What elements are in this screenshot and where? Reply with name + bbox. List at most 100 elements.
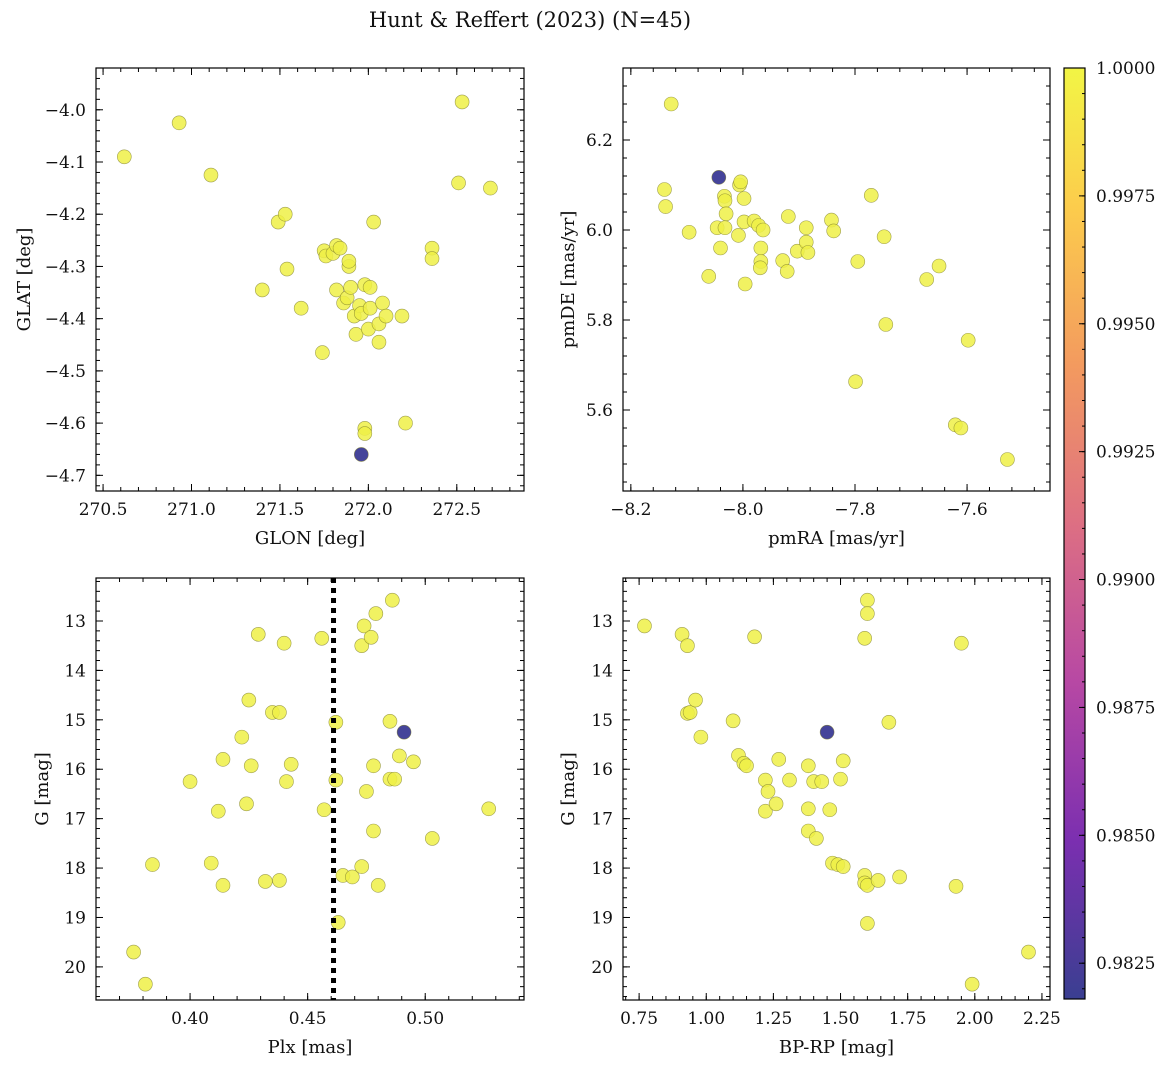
data-point (481, 801, 497, 817)
data-point (860, 606, 875, 621)
data-point (736, 191, 752, 206)
x-tick-label: 2.25 (1023, 1009, 1061, 1029)
data-point (826, 223, 841, 239)
y-tick-label: 14 (591, 661, 613, 681)
data-point (234, 729, 250, 745)
data-point (138, 976, 153, 992)
data-point (276, 635, 292, 651)
data-point (283, 756, 299, 772)
x-axis-label: Plx [mas] (268, 1037, 353, 1058)
data-point (801, 758, 816, 774)
data-point (964, 976, 980, 992)
colorbar-tick-label: 1.0000 (1096, 59, 1155, 79)
x-tick-label: 271.0 (167, 500, 216, 520)
data-point (892, 869, 907, 885)
data-point (948, 879, 964, 894)
colorbar-gradient (1064, 68, 1085, 999)
data-point (182, 774, 198, 789)
panel-frame (622, 577, 1051, 1001)
y-tick-label: −4.5 (45, 362, 86, 382)
y-tick-label: −4.1 (45, 153, 86, 173)
data-point (658, 199, 673, 214)
y-tick-label: 13 (591, 612, 613, 632)
data-point (210, 803, 226, 819)
data-point (203, 167, 219, 183)
data-point (171, 115, 187, 131)
data-point (424, 831, 440, 846)
x-tick-label: 1.75 (889, 1009, 927, 1029)
x-tick-label: 1.50 (822, 1009, 860, 1029)
y-tick-label: 18 (591, 859, 613, 879)
data-point (215, 752, 231, 767)
data-point (279, 774, 294, 789)
x-tick-label: 0.50 (406, 1009, 444, 1029)
data-point (1021, 944, 1036, 960)
data-point (701, 269, 717, 284)
data-point (747, 629, 762, 645)
colorbar-tick-label: 0.9900 (1096, 571, 1155, 591)
data-point (258, 874, 273, 889)
y-tick-label: 17 (591, 810, 613, 830)
y-tick-label: 16 (591, 760, 613, 780)
data-point (354, 638, 370, 653)
data-point (718, 206, 734, 222)
colorbar-tick-label: 0.9825 (1096, 954, 1155, 974)
data-point (863, 188, 879, 203)
data-point (366, 823, 381, 839)
data-point (800, 245, 816, 260)
x-tick-label: 0.45 (289, 1009, 327, 1029)
y-tick-label: 20 (591, 958, 613, 978)
data-point (378, 308, 394, 324)
outlier-point (396, 724, 412, 740)
x-axis-label: GLON [deg] (255, 528, 365, 549)
data-point (385, 592, 400, 608)
y-tick-label: 19 (64, 908, 86, 928)
x-tick-label: −8.2 (610, 500, 651, 520)
data-point (145, 857, 160, 872)
data-point (272, 873, 287, 888)
data-point (314, 630, 330, 646)
data-point (362, 300, 378, 316)
data-point (366, 214, 381, 230)
data-point (782, 772, 797, 788)
outlier-point (353, 447, 369, 462)
data-point (752, 260, 768, 276)
data-point (954, 635, 969, 651)
data-point (126, 944, 141, 960)
data-point (363, 629, 379, 645)
outlier-point (711, 170, 727, 185)
colorbar-tick-label: 0.9950 (1096, 315, 1155, 335)
panel-frame (95, 577, 525, 1001)
data-point (329, 282, 344, 298)
panel-glon-glat: 270.5 271.0 271.5 272.0 272.5 −4.7 −4.6 −4.5 −4.… (14, 67, 525, 549)
data-point (953, 420, 969, 436)
data-point (345, 869, 360, 885)
data-point (835, 753, 851, 769)
data-point (733, 174, 748, 190)
data-point (272, 705, 287, 720)
data-point (919, 272, 935, 287)
data-point (424, 251, 440, 266)
data-point (254, 282, 270, 298)
data-point (768, 796, 784, 812)
data-point (833, 771, 848, 787)
data-point (116, 149, 132, 165)
x-tick-label: 272.5 (432, 500, 481, 520)
y-tick-label: 16 (64, 760, 86, 780)
data-point (814, 774, 830, 789)
data-point (798, 220, 814, 236)
y-tick-label: −4.4 (45, 310, 86, 330)
x-axis-label: BP-RP [mag] (779, 1037, 894, 1058)
colorbar-tick-label: 0.9850 (1096, 826, 1155, 846)
panel-frame (95, 67, 525, 492)
x-tick-label: −7.8 (834, 500, 875, 520)
y-axis-label: GLAT [deg] (14, 228, 35, 332)
colorbar-tick-label: 0.9925 (1096, 443, 1155, 463)
data-point (737, 276, 753, 292)
data-point (860, 592, 875, 608)
data-point (394, 308, 410, 324)
data-point (760, 784, 776, 799)
data-point (682, 705, 698, 720)
data-point (370, 878, 386, 893)
